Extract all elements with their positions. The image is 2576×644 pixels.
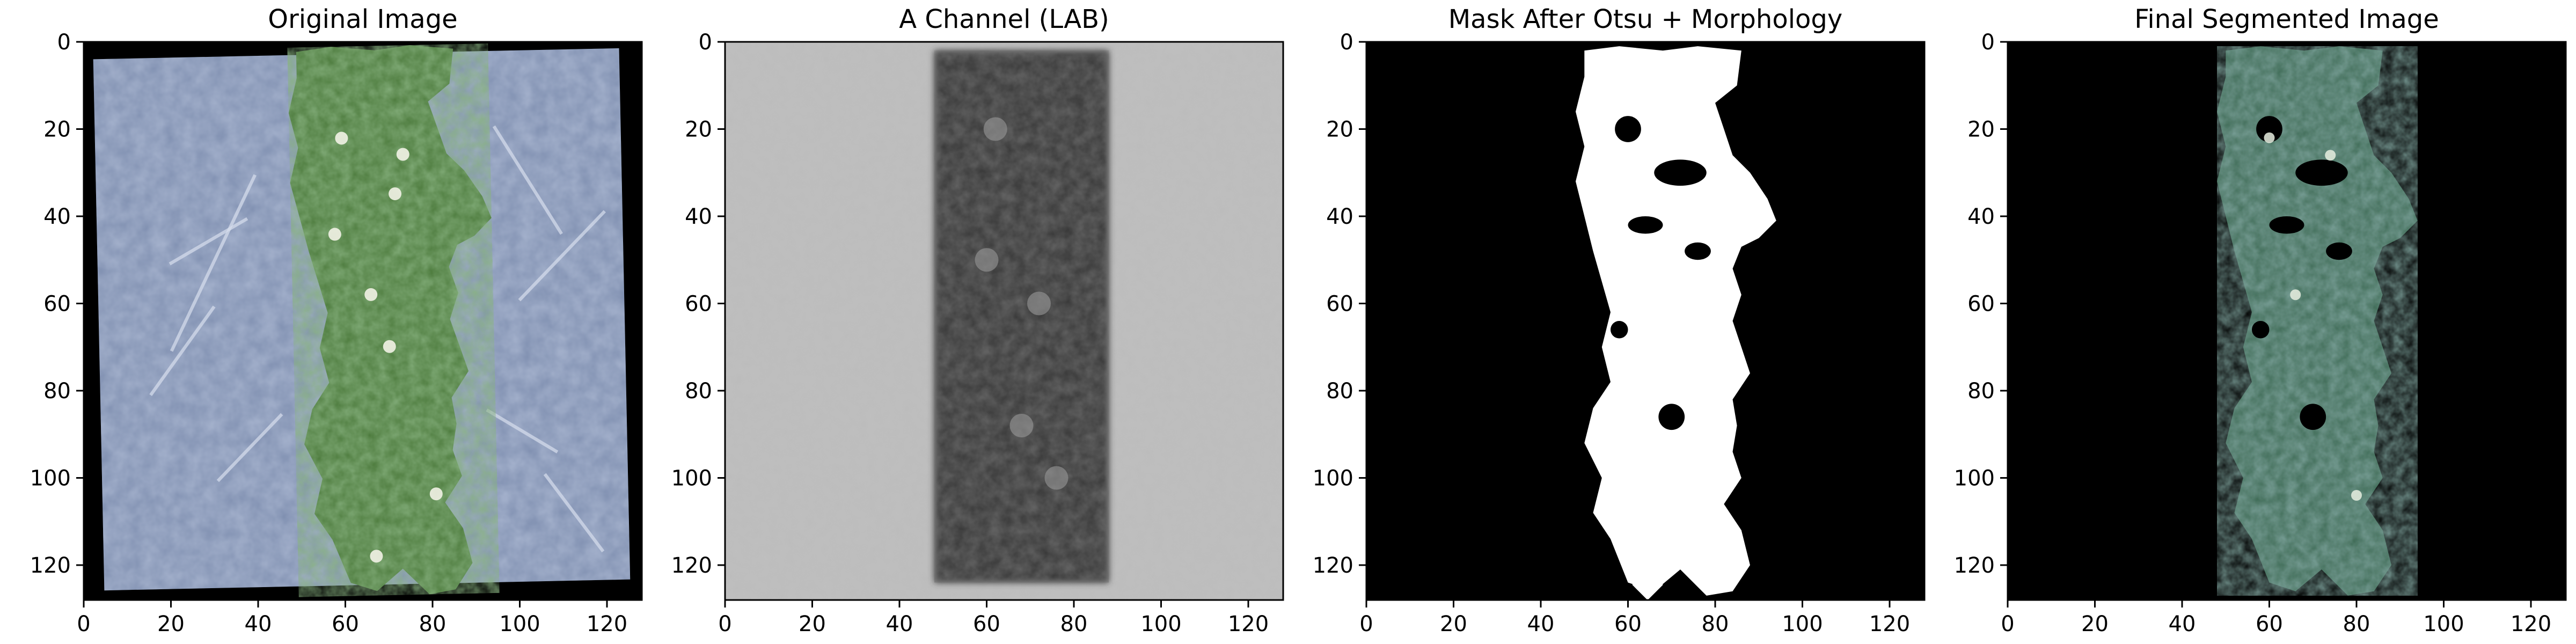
x-tick-label: 120: [587, 612, 627, 636]
axes-frame: [83, 41, 643, 601]
x-tick-label: 40: [2169, 612, 2196, 636]
x-tick-label: 20: [1440, 612, 1467, 636]
y-tick-label: 60: [1967, 292, 1995, 317]
x-tick-label: 100: [499, 612, 540, 636]
y-tick-label: 120: [1954, 553, 1995, 578]
x-tick-label: 40: [1527, 612, 1555, 636]
y-tick-label: 60: [1326, 292, 1353, 317]
y-tick-label: 40: [1326, 204, 1353, 229]
y-tick-label: 100: [1954, 466, 1995, 491]
x-tick-label: 120: [1869, 612, 1910, 636]
panel-a-channel: A Channel (LAB) 0 20 40 60 80 100 120 0 20 40 60 80 1…: [671, 4, 1284, 636]
x-tick-label: 60: [1614, 612, 1642, 636]
panel-title: Original Image: [268, 4, 457, 34]
x-tick-label: 100: [1140, 612, 1181, 636]
x-tick-label: 20: [799, 612, 826, 636]
axes-frame: [724, 41, 1284, 601]
y-tick-label: 40: [43, 204, 71, 229]
panel-mask: Mask After Otsu + Morphology 0 20 40 60 80 100…: [1313, 4, 1926, 636]
x-tick-label: 100: [2423, 612, 2464, 636]
panel-title: A Channel (LAB): [899, 4, 1109, 34]
y-tick-label: 0: [1340, 30, 1353, 55]
mask-foreground: [1576, 46, 1776, 596]
x-tick-label: 40: [245, 612, 272, 636]
x-tick-label: 0: [1359, 612, 1373, 636]
y-tick-label: 0: [1981, 30, 1995, 55]
y-tick-label: 20: [1967, 118, 1995, 142]
x-tick-label: 80: [419, 612, 447, 636]
x-tick-label: 120: [2511, 612, 2551, 636]
x-tick-label: 80: [1060, 612, 1088, 636]
x-tick-label: 80: [1702, 612, 1729, 636]
y-tick-label: 120: [30, 553, 71, 578]
x-tick-label: 0: [77, 612, 90, 636]
panel-original: Original Image 0 20 40 60 80 100 120 0 20 40 60 80 10…: [30, 4, 643, 636]
x-tick-label: 0: [2001, 612, 2014, 636]
panel-segmented: Final Segmented Image 0 20 40 60 80 100 120 0 20 4…: [1954, 4, 2567, 636]
y-tick-label: 40: [685, 204, 712, 229]
y-tick-label: 0: [699, 30, 712, 55]
x-tick-label: 80: [2343, 612, 2370, 636]
x-tick-label: 60: [332, 612, 359, 636]
x-tick-label: 60: [973, 612, 1000, 636]
y-tick-label: 80: [43, 379, 71, 404]
y-tick-label: 0: [57, 30, 71, 55]
y-tick-label: 100: [671, 466, 712, 491]
x-tick-label: 20: [2081, 612, 2109, 636]
y-tick-label: 60: [685, 292, 712, 317]
axes-frame: [2007, 41, 2567, 601]
x-tick-label: 60: [2256, 612, 2283, 636]
y-tick-label: 20: [685, 118, 712, 142]
y-tick-label: 20: [1326, 118, 1353, 142]
x-tick-label: 100: [1782, 612, 1823, 636]
panel-title: Final Segmented Image: [2134, 4, 2439, 34]
y-tick-label: 60: [43, 292, 71, 317]
y-tick-label: 20: [43, 118, 71, 142]
x-tick-label: 20: [157, 612, 185, 636]
y-tick-label: 120: [671, 553, 712, 578]
y-tick-label: 80: [1326, 379, 1353, 404]
y-tick-label: 80: [685, 379, 712, 404]
x-tick-label: 40: [886, 612, 913, 636]
photo-content: [93, 45, 631, 595]
x-tick-label: 120: [1228, 612, 1269, 636]
y-tick-label: 100: [1313, 466, 1353, 491]
panel-title: Mask After Otsu + Morphology: [1448, 4, 1843, 34]
y-tick-label: 40: [1967, 204, 1995, 229]
y-tick-label: 120: [1313, 553, 1353, 578]
axes-frame: [1365, 41, 1926, 601]
y-tick-label: 80: [1967, 379, 1995, 404]
x-tick-label: 0: [718, 612, 731, 636]
y-tick-label: 100: [30, 466, 71, 491]
